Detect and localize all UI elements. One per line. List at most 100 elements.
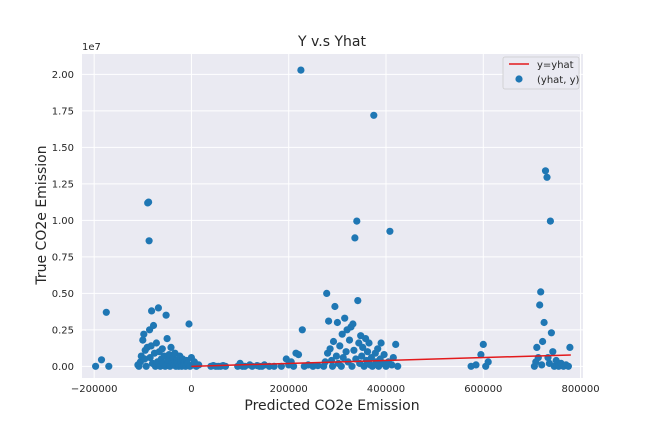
data-point: [162, 311, 170, 319]
data-point: [140, 330, 148, 338]
data-point: [154, 304, 162, 312]
data-point: [484, 358, 492, 366]
legend-label-scatter: (yhat, y): [537, 75, 579, 86]
data-point: [297, 66, 305, 74]
x-tick-label: −200000: [71, 384, 118, 395]
data-point: [290, 362, 298, 370]
x-tick-label: 200000: [270, 384, 308, 395]
data-point: [374, 345, 382, 353]
data-point: [360, 362, 368, 370]
x-axis-label: Predicted CO2e Emission: [244, 398, 419, 414]
data-point: [365, 339, 373, 347]
data-point: [363, 348, 372, 356]
data-point: [158, 345, 166, 353]
data-point: [386, 227, 394, 235]
data-point: [377, 339, 385, 347]
data-point: [147, 342, 155, 350]
data-point: [328, 362, 337, 370]
x-tick-label: 400000: [367, 384, 405, 395]
data-point: [277, 362, 285, 370]
plot-background: [82, 54, 583, 378]
data-point: [326, 345, 334, 353]
data-point: [92, 362, 100, 370]
data-point: [149, 321, 158, 330]
data-point: [146, 354, 154, 362]
data-point: [294, 351, 303, 359]
legend-box: [502, 56, 580, 90]
data-point: [392, 340, 400, 348]
data-point: [221, 362, 230, 370]
chart-title: Y v.s Yhat: [297, 34, 366, 50]
data-point: [564, 362, 573, 370]
y-tick-label: 1.00: [52, 216, 74, 227]
data-point: [105, 362, 113, 370]
data-point: [566, 343, 574, 351]
data-point: [97, 356, 106, 364]
data-point: [547, 329, 556, 337]
data-point: [546, 217, 555, 225]
data-point: [472, 361, 480, 369]
data-point: [342, 348, 350, 356]
data-point: [358, 352, 366, 360]
y-tick-label: 0.75: [52, 252, 74, 263]
data-point: [477, 351, 485, 359]
y-tick-label: 0.00: [52, 362, 74, 373]
data-point: [102, 308, 110, 316]
x-tick-label: 600000: [464, 384, 502, 395]
data-point: [298, 326, 306, 334]
data-point: [537, 288, 545, 296]
y-axis-label: True CO2e Emission: [34, 145, 50, 285]
data-point: [141, 355, 149, 363]
y-tick-label: 1.25: [52, 179, 74, 190]
data-point: [541, 167, 550, 175]
data-point: [536, 301, 544, 309]
data-point: [540, 318, 548, 327]
data-point: [353, 217, 361, 225]
x-tick-label: 0: [188, 384, 194, 395]
data-point: [163, 335, 171, 343]
data-point: [329, 337, 338, 346]
legend: y=yhat (yhat, y): [502, 56, 580, 90]
data-point: [331, 302, 339, 311]
data-point: [339, 354, 347, 362]
data-point: [152, 339, 160, 347]
data-point: [338, 330, 346, 338]
data-point: [139, 336, 147, 344]
data-point: [354, 297, 362, 305]
data-point: [351, 234, 359, 242]
data-point: [388, 361, 396, 369]
plot-layer: [92, 66, 574, 370]
data-point: [370, 111, 378, 119]
data-point: [333, 318, 341, 327]
data-point: [142, 362, 150, 370]
data-point: [185, 320, 193, 328]
data-point: [348, 362, 356, 370]
data-point: [389, 354, 397, 362]
y-tick-label: 1.50: [52, 143, 74, 154]
data-point: [345, 336, 354, 344]
data-point: [539, 337, 547, 346]
x-tick-labels: −200000 0 200000 400000 600000 800000: [71, 384, 600, 395]
data-point: [314, 362, 322, 370]
data-point: [380, 351, 388, 359]
y-tick-label: 1.75: [52, 106, 74, 117]
y-tick-labels: 0.00 0.25 0.50 0.75 1.00 1.25 1.50 1.75 2.00: [52, 70, 74, 373]
data-point: [323, 289, 331, 297]
y-tick-label: 0.25: [52, 325, 74, 336]
y-tick-label: 2.00: [52, 70, 74, 81]
y-tick-label: 0.50: [52, 289, 74, 300]
data-point: [336, 342, 344, 350]
data-point: [167, 343, 175, 351]
identity-line: [191, 354, 571, 368]
data-point: [359, 343, 367, 351]
grid: [82, 54, 583, 378]
legend-label-line: y=yhat: [537, 60, 574, 71]
data-point: [479, 340, 487, 348]
data-point: [145, 198, 153, 206]
data-point: [534, 354, 542, 362]
data-point: [549, 348, 557, 356]
data-point: [533, 343, 541, 351]
data-point: [332, 352, 340, 360]
data-point: [145, 237, 153, 245]
